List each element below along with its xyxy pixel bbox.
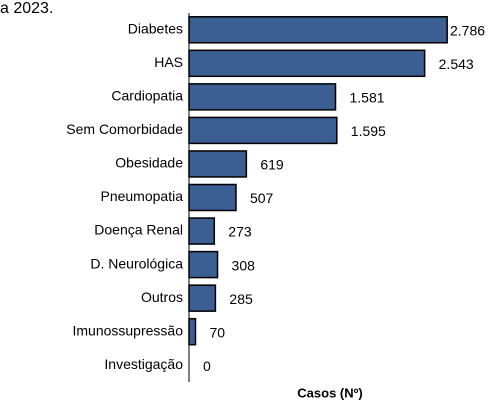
y-tick-label: Outros — [141, 289, 183, 305]
value-label: 507 — [250, 190, 274, 206]
y-tick-label: Imunossupressão — [72, 322, 183, 338]
y-tick-label: Doença Renal — [94, 222, 183, 238]
value-label: 619 — [260, 157, 284, 173]
value-label: 70 — [209, 324, 225, 340]
bar — [188, 284, 217, 312]
y-tick-label: Cardiopatia — [111, 88, 183, 104]
x-axis-label: Casos (Nº) — [297, 385, 362, 400]
bar — [188, 49, 426, 78]
bar — [188, 83, 337, 111]
value-label: 2.786 — [450, 22, 485, 38]
value-label: 2.543 — [439, 56, 474, 72]
y-tick-label: Obesidade — [115, 155, 183, 171]
bar — [188, 150, 248, 178]
value-label: 0 — [203, 358, 211, 374]
value-label: 1.595 — [351, 123, 386, 139]
value-label: 1.581 — [350, 90, 385, 106]
y-tick-label: Investigação — [104, 356, 183, 372]
value-label: 273 — [228, 224, 252, 240]
y-tick-label: Sem Comorbidade — [66, 121, 183, 137]
bar — [188, 116, 338, 145]
y-tick-label: HAS — [154, 54, 183, 70]
value-label: 308 — [232, 257, 256, 273]
bar — [188, 250, 219, 279]
y-tick-label: Pneumopatia — [100, 188, 183, 204]
bar — [188, 16, 448, 44]
bar — [188, 183, 237, 212]
bar — [188, 217, 216, 245]
y-tick-label: Diabetes — [128, 20, 183, 36]
bar — [188, 317, 197, 346]
chart-title: a 2023. — [0, 0, 53, 17]
value-label: 285 — [229, 291, 253, 307]
y-tick-label: D. Neurológica — [90, 255, 183, 271]
